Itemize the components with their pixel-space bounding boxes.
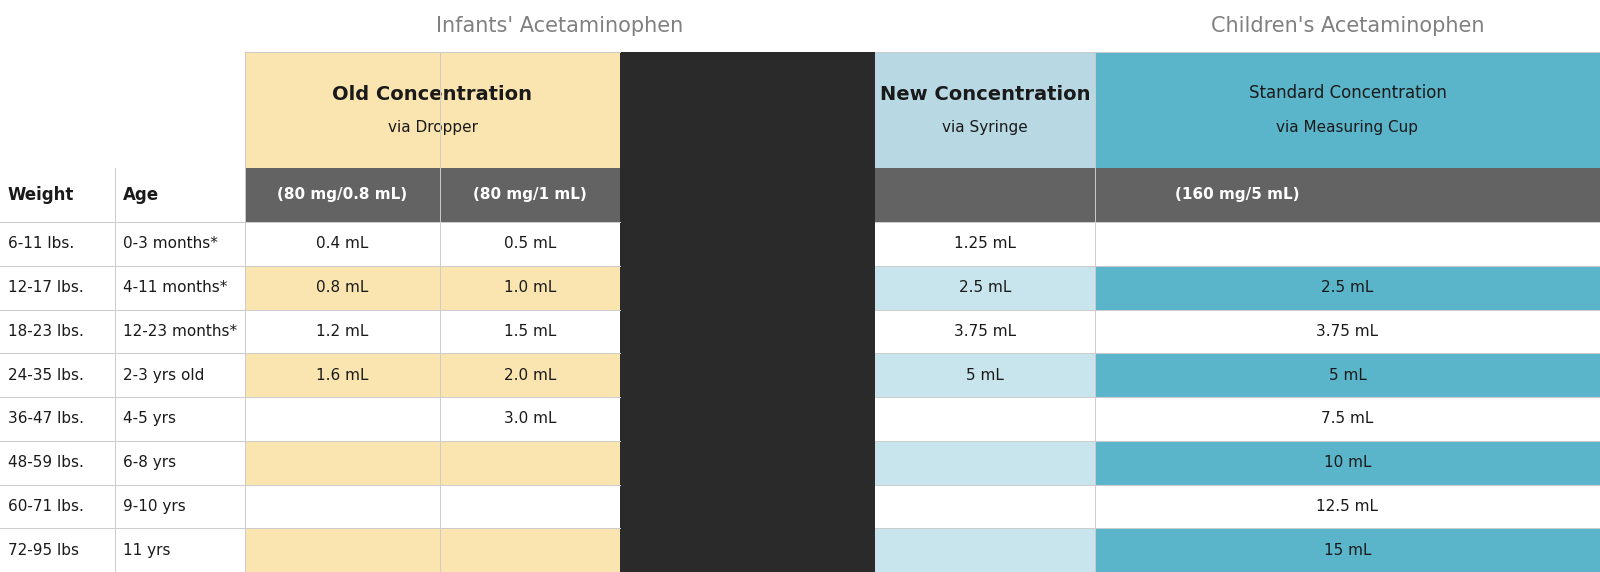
Bar <box>245 168 1600 222</box>
Bar <box>0 397 245 441</box>
Text: 6-8 yrs: 6-8 yrs <box>123 455 176 470</box>
Bar <box>245 222 621 266</box>
Bar <box>621 266 875 309</box>
Bar <box>0 222 245 266</box>
Text: (80 mg/1 mL): (80 mg/1 mL) <box>474 188 587 202</box>
Text: New Concentration: New Concentration <box>880 85 1090 105</box>
Bar <box>1094 222 1600 266</box>
Text: via Syringe: via Syringe <box>942 120 1027 135</box>
Text: 2.0 mL: 2.0 mL <box>504 368 557 383</box>
Text: 12-23 months*: 12-23 months* <box>123 324 237 339</box>
Bar <box>1094 353 1600 397</box>
Text: 7.5 mL: 7.5 mL <box>1322 411 1374 426</box>
Bar <box>875 529 1094 572</box>
Text: 4-11 months*: 4-11 months* <box>123 280 227 295</box>
Text: 11 yrs: 11 yrs <box>123 543 171 558</box>
Text: 60-71 lbs.: 60-71 lbs. <box>8 499 83 514</box>
Text: Infants' Acetaminophen: Infants' Acetaminophen <box>437 16 683 36</box>
Text: 2-3 yrs old: 2-3 yrs old <box>123 368 205 383</box>
Text: 0.4 mL: 0.4 mL <box>317 236 368 251</box>
Bar <box>245 484 621 529</box>
Text: 2.5 mL: 2.5 mL <box>1322 280 1374 295</box>
Bar <box>0 353 245 397</box>
Text: 12.5 mL: 12.5 mL <box>1317 499 1379 514</box>
Text: 6-11 lbs.: 6-11 lbs. <box>8 236 74 251</box>
Bar <box>875 484 1094 529</box>
Text: 0.8 mL: 0.8 mL <box>317 280 368 295</box>
Bar <box>0 266 245 309</box>
Bar <box>245 529 621 572</box>
Bar <box>0 441 245 484</box>
Text: Standard Concentration: Standard Concentration <box>1248 84 1446 102</box>
Text: 1.0 mL: 1.0 mL <box>504 280 557 295</box>
Text: 3.0 mL: 3.0 mL <box>504 411 557 426</box>
Text: 3.75 mL: 3.75 mL <box>1317 324 1379 339</box>
Bar <box>0 529 245 572</box>
Bar <box>1094 441 1600 484</box>
Bar <box>245 309 621 353</box>
Bar <box>875 353 1094 397</box>
Bar <box>875 52 1094 168</box>
Text: 1.5 mL: 1.5 mL <box>504 324 557 339</box>
Bar <box>875 309 1094 353</box>
Text: 2.5 mL: 2.5 mL <box>958 280 1011 295</box>
Bar <box>875 222 1094 266</box>
Bar <box>0 309 245 353</box>
Bar <box>1094 52 1600 168</box>
Text: 48-59 lbs.: 48-59 lbs. <box>8 455 83 470</box>
Text: 36-47 lbs.: 36-47 lbs. <box>8 411 83 426</box>
Bar <box>1094 309 1600 353</box>
Text: 18-23 lbs.: 18-23 lbs. <box>8 324 83 339</box>
Text: Children's Acetaminophen: Children's Acetaminophen <box>1211 16 1485 36</box>
Text: 0-3 months*: 0-3 months* <box>123 236 218 251</box>
Text: (160 mg/5 mL): (160 mg/5 mL) <box>1176 188 1299 202</box>
Bar <box>0 484 245 529</box>
Bar <box>621 222 875 266</box>
Text: 1.25 mL: 1.25 mL <box>954 236 1016 251</box>
Bar <box>1094 529 1600 572</box>
Bar <box>1094 266 1600 309</box>
Text: 12-17 lbs.: 12-17 lbs. <box>8 280 83 295</box>
Text: 5 mL: 5 mL <box>966 368 1003 383</box>
Text: (80 mg/0.8 mL): (80 mg/0.8 mL) <box>277 188 408 202</box>
Text: 1.6 mL: 1.6 mL <box>317 368 368 383</box>
Text: 0.5 mL: 0.5 mL <box>504 236 557 251</box>
Text: 5 mL: 5 mL <box>1328 368 1366 383</box>
Text: Old Concentration: Old Concentration <box>333 85 533 105</box>
Bar <box>245 441 621 484</box>
Text: via Dropper: via Dropper <box>387 120 477 135</box>
Bar <box>621 168 875 222</box>
Bar <box>245 266 621 309</box>
Text: 4-5 yrs: 4-5 yrs <box>123 411 176 426</box>
Bar <box>621 397 875 441</box>
Text: Age: Age <box>123 186 158 204</box>
Text: 15 mL: 15 mL <box>1323 543 1371 558</box>
Text: 9-10 yrs: 9-10 yrs <box>123 499 186 514</box>
Text: 72-95 lbs: 72-95 lbs <box>8 543 78 558</box>
Bar <box>1094 484 1600 529</box>
Bar <box>245 397 621 441</box>
Bar <box>621 484 875 529</box>
Text: Weight: Weight <box>8 186 74 204</box>
Bar <box>621 52 875 168</box>
Text: 1.2 mL: 1.2 mL <box>317 324 368 339</box>
Bar <box>245 353 621 397</box>
Bar <box>875 266 1094 309</box>
Text: 10 mL: 10 mL <box>1323 455 1371 470</box>
Bar <box>621 353 875 397</box>
Text: via Measuring Cup: via Measuring Cup <box>1277 120 1419 135</box>
Bar <box>245 52 621 168</box>
Bar <box>621 441 875 484</box>
Bar <box>1094 397 1600 441</box>
Bar <box>875 441 1094 484</box>
Bar <box>621 529 875 572</box>
Bar <box>621 309 875 353</box>
Bar <box>875 397 1094 441</box>
Text: 3.75 mL: 3.75 mL <box>954 324 1016 339</box>
Text: 24-35 lbs.: 24-35 lbs. <box>8 368 83 383</box>
